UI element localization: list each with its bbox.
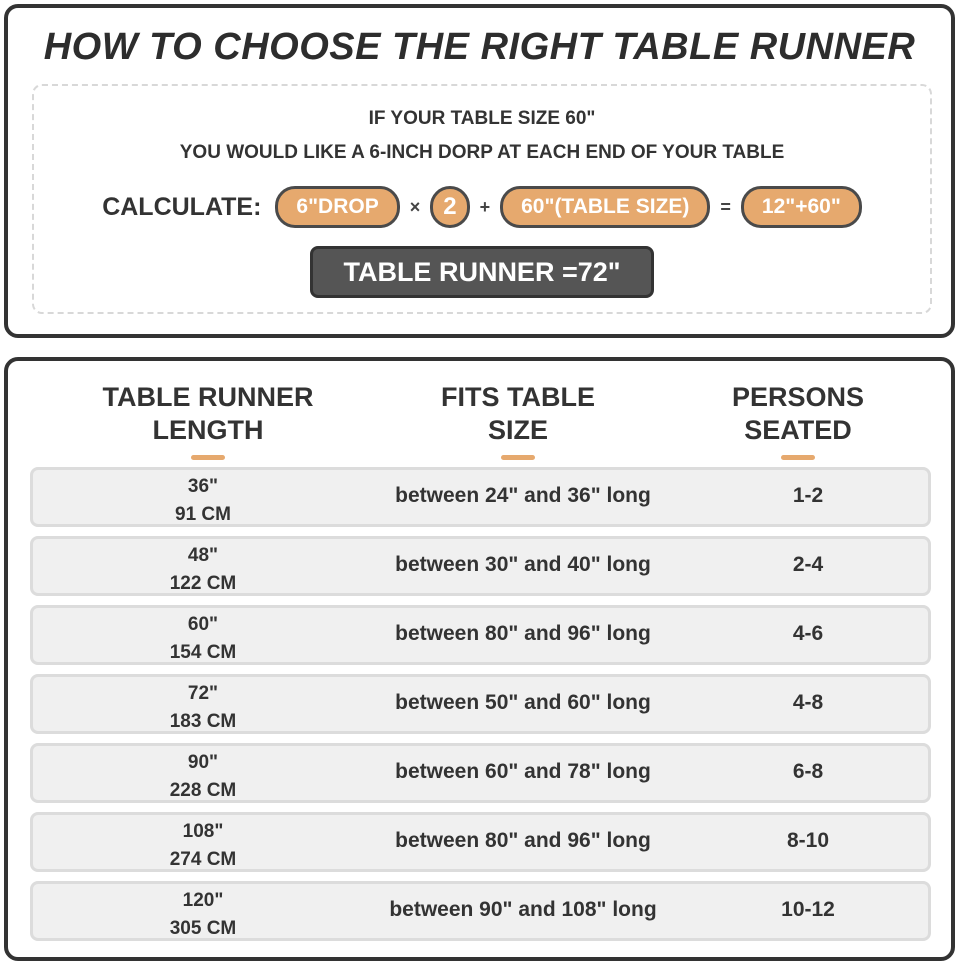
result-badge: TABLE RUNNER =72" [310,246,654,298]
drop-pill: 6"DROP [275,186,400,228]
runner-length: 108" 274 CM [143,818,263,874]
size-table-card: TABLE RUNNER LENGTH FITS TABLE SIZE PERS… [4,357,955,961]
length-cm: 154 CM [169,642,237,663]
header-persons-line2: SEATED [744,415,852,445]
length-cm: 183 CM [169,711,237,732]
sum-pill: 12"+60" [740,186,862,228]
fits-table-size: between 50" and 60" long [395,691,651,714]
fits-table-size: between 60" and 78" long [395,760,651,783]
calculate-label: CALCULATE: [102,192,262,221]
header-length-line1: TABLE RUNNER [102,382,314,412]
plus-operator: + [479,196,491,217]
persons-seated: 6-8 [792,760,824,783]
runner-length: 60" 154 CM [143,611,263,667]
accent-underline [781,455,815,460]
fits-table-size: between 30" and 40" long [395,553,651,576]
table-row: 120" 305 CM between 90" and 108" long 10-… [30,881,931,941]
accent-underline [191,455,225,460]
table-row: 72" 183 CM between 50" and 60" long 4-8 [30,674,931,734]
table-row: 48" 122 CM between 30" and 40" long 2-4 [30,536,931,596]
example-line-2: YOU WOULD LIKE A 6-INCH DORP AT EACH END… [179,142,785,163]
table-row: 60" 154 CM between 80" and 96" long 4-6 [30,605,931,665]
runner-length: 48" 122 CM [143,542,263,598]
multiplier-pill: 2 [430,186,470,228]
length-cm: 305 CM [169,918,237,939]
persons-seated: 1-2 [792,484,824,507]
fits-table-size: between 80" and 96" long [395,622,651,645]
runner-length: 120" 305 CM [143,887,263,943]
persons-seated: 2-4 [792,553,824,576]
runner-length: 90" 228 CM [143,749,263,805]
header-persons: PERSONS SEATED [688,381,908,460]
header-length: TABLE RUNNER LENGTH [88,381,328,460]
persons-seated: 8-10 [786,829,830,852]
persons-seated: 10-12 [781,898,835,921]
header-persons-line1: PERSONS [731,382,865,412]
fits-table-size: between 24" and 36" long [395,484,651,507]
length-cm: 91 CM [175,504,231,525]
runner-length: 72" 183 CM [143,680,263,736]
fits-table-size: between 80" and 96" long [395,829,651,852]
fits-table-size: between 90" and 108" long [389,898,657,921]
calculation-card: HOW TO CHOOSE THE RIGHT TABLE RUNNER IF … [4,4,955,338]
length-inches: 48" [187,545,219,566]
header-fits: FITS TABLE SIZE [408,381,628,460]
length-inches: 36" [187,476,219,497]
persons-seated: 4-6 [792,622,824,645]
page-title: HOW TO CHOOSE THE RIGHT TABLE RUNNER [43,26,916,68]
length-inches: 90" [187,752,219,773]
header-fits-line1: FITS TABLE [441,382,595,412]
table-size-pill: 60"(TABLE SIZE) [500,186,711,228]
table-row: 90" 228 CM between 60" and 78" long 6-8 [30,743,931,803]
length-inches: 108" [182,821,224,842]
accent-underline [501,455,535,460]
length-cm: 274 CM [169,849,237,870]
runner-length: 36" 91 CM [143,473,263,529]
header-fits-line2: SIZE [487,415,548,445]
persons-seated: 4-8 [792,691,824,714]
times-operator: × [409,196,421,217]
length-inches: 120" [182,890,224,911]
table-row: 108" 274 CM between 80" and 96" long 8-10 [30,812,931,872]
equals-operator: = [720,196,731,217]
length-inches: 60" [187,614,219,635]
header-length-line2: LENGTH [152,415,264,445]
calculation-row: CALCULATE: 6"DROP × 2 + 60"(TABLE SIZE) … [34,186,930,228]
example-line-1: IF YOUR TABLE SIZE 60" [368,108,596,129]
length-cm: 122 CM [169,573,237,594]
example-box: IF YOUR TABLE SIZE 60" YOU WOULD LIKE A … [32,84,932,314]
table-row: 36" 91 CM between 24" and 36" long 1-2 [30,467,931,527]
length-inches: 72" [187,683,219,704]
length-cm: 228 CM [169,780,237,801]
